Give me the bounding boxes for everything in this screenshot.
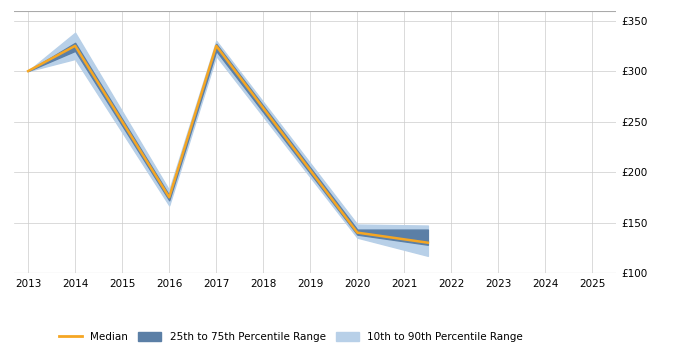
Legend: Median, 25th to 75th Percentile Range, 10th to 90th Percentile Range: Median, 25th to 75th Percentile Range, 1… — [55, 328, 527, 346]
